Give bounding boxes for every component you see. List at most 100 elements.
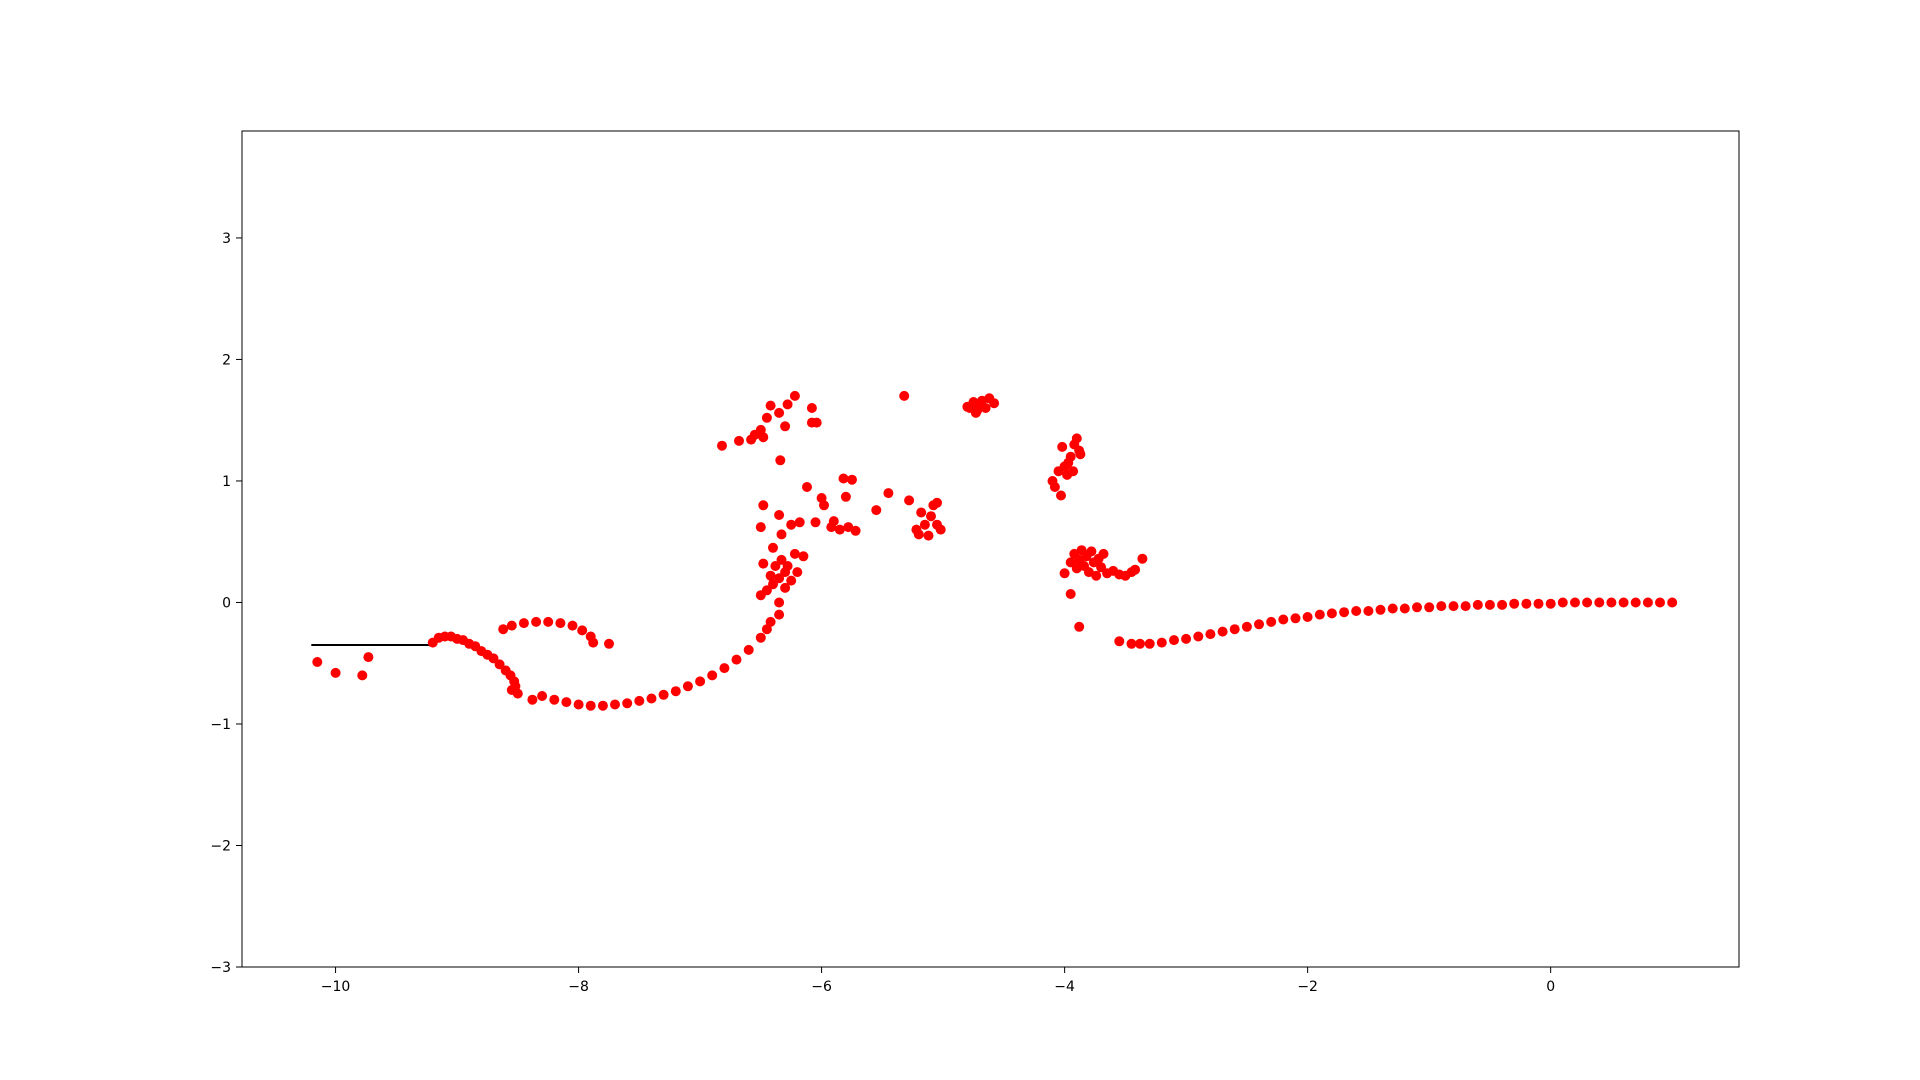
data-point	[1091, 570, 1102, 581]
data-point	[780, 582, 791, 593]
data-point	[970, 407, 981, 418]
data-point	[1130, 564, 1141, 575]
data-point	[1156, 637, 1167, 648]
data-point	[1096, 562, 1107, 573]
data-point	[828, 516, 839, 527]
data-point	[1545, 598, 1556, 609]
data-point	[1144, 638, 1155, 649]
data-point	[1135, 638, 1145, 649]
x-tick-label: −10	[321, 979, 351, 995]
x-tick-label: −8	[568, 979, 589, 995]
data-point	[840, 491, 851, 502]
data-point	[802, 482, 812, 492]
data-point	[531, 616, 542, 627]
data-point	[743, 644, 754, 655]
data-point	[567, 620, 578, 631]
data-point	[775, 455, 786, 466]
data-point	[1618, 597, 1629, 608]
data-point	[1314, 609, 1325, 620]
data-point	[512, 688, 523, 699]
data-point	[768, 542, 778, 553]
data-point	[734, 435, 744, 446]
data-point	[850, 525, 861, 536]
data-point	[597, 700, 608, 711]
data-point	[1594, 597, 1605, 608]
data-point	[1436, 601, 1447, 612]
data-point	[792, 567, 803, 578]
data-point	[549, 694, 560, 705]
data-point	[518, 618, 529, 629]
y-tick-label: 2	[222, 352, 231, 368]
data-point	[1065, 451, 1076, 462]
data-point	[1509, 598, 1520, 609]
y-tick-label: 1	[222, 474, 231, 490]
x-tick-label: −2	[1297, 979, 1318, 995]
data-point	[932, 497, 942, 508]
data-point	[1533, 598, 1544, 609]
x-tick-label: −4	[1054, 979, 1075, 995]
y-axis: −3 −2 −1 0 1 2 3	[210, 231, 242, 976]
data-point	[1570, 597, 1580, 608]
data-point	[585, 700, 596, 711]
data-point	[1205, 629, 1216, 640]
data-point	[776, 554, 787, 565]
data-point	[1057, 441, 1068, 452]
data-point	[789, 548, 800, 559]
data-point	[363, 652, 374, 663]
data-point	[919, 519, 930, 530]
data-point	[1068, 466, 1079, 477]
data-point	[806, 403, 817, 413]
data-point	[1065, 589, 1076, 599]
data-point	[899, 390, 910, 401]
data-point	[561, 697, 572, 708]
data-point	[1460, 601, 1471, 612]
data-point	[789, 390, 800, 401]
data-point	[755, 632, 766, 643]
data-point	[357, 670, 368, 681]
data-point	[838, 473, 849, 484]
data-point	[537, 691, 548, 701]
data-point	[1387, 603, 1398, 614]
data-point	[527, 694, 538, 705]
data-point	[774, 510, 785, 520]
data-point	[682, 681, 693, 692]
data-point	[916, 507, 927, 518]
x-tick-label: −6	[811, 979, 832, 995]
data-point	[498, 624, 509, 635]
data-point	[1339, 607, 1350, 618]
data-point	[604, 638, 614, 649]
data-point	[847, 474, 857, 485]
data-point	[782, 561, 793, 571]
data-point	[765, 570, 776, 581]
data-point	[1266, 616, 1277, 627]
data-point	[1351, 606, 1362, 616]
data-point	[1241, 621, 1252, 632]
data-point	[935, 524, 946, 535]
data-point	[819, 500, 829, 511]
data-point	[1114, 636, 1125, 647]
plot-frame	[241, 130, 1740, 968]
data-point	[810, 517, 821, 528]
x-axis: −10 −8 −6 −4 −2 0	[321, 967, 1555, 995]
data-point	[1521, 598, 1532, 609]
data-point	[1582, 597, 1593, 608]
data-point	[577, 625, 588, 636]
data-point	[774, 407, 785, 418]
data-point	[883, 488, 894, 499]
data-point	[768, 579, 778, 590]
data-point	[770, 561, 781, 571]
data-point	[1484, 599, 1495, 610]
data-point	[1363, 606, 1374, 616]
data-point	[1412, 602, 1422, 613]
data-point	[588, 637, 599, 648]
data-point	[731, 654, 742, 665]
data-point	[761, 412, 772, 423]
data-point	[794, 517, 805, 528]
data-point	[980, 403, 991, 413]
data-point	[1137, 553, 1148, 564]
data-point	[488, 653, 499, 664]
data-point	[658, 689, 669, 700]
data-point	[1254, 619, 1264, 630]
data-point	[1169, 635, 1179, 646]
